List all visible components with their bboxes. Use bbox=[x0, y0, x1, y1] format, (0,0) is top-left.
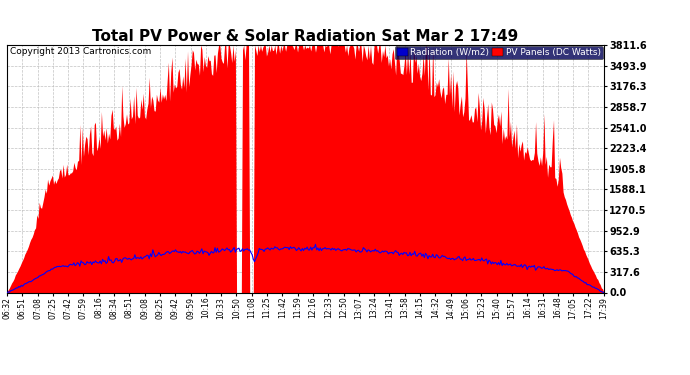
Text: Copyright 2013 Cartronics.com: Copyright 2013 Cartronics.com bbox=[10, 48, 151, 57]
Legend: Radiation (W/m2), PV Panels (DC Watts): Radiation (W/m2), PV Panels (DC Watts) bbox=[395, 46, 603, 59]
Title: Total PV Power & Solar Radiation Sat Mar 2 17:49: Total PV Power & Solar Radiation Sat Mar… bbox=[92, 29, 518, 44]
